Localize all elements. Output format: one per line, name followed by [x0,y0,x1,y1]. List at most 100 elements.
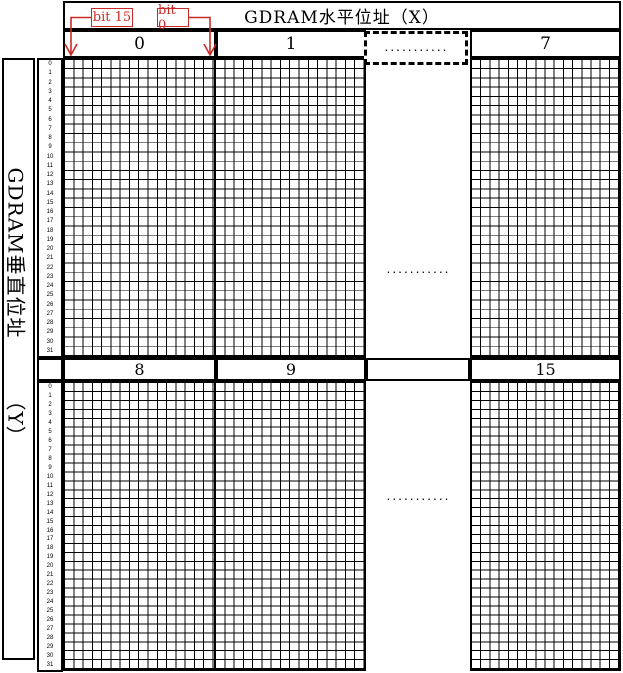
grid-col8 [65,383,214,669]
row-number: 10 [46,473,54,480]
row-number: 27 [46,310,54,317]
col-header-empty [366,358,470,381]
row-number: 4 [48,98,52,104]
row-number: 28 [46,320,54,326]
row-number: 8 [48,455,52,462]
grid-col9 [215,383,364,669]
row-number: 13 [46,181,54,188]
ellipsis-header-cell: ........... [364,31,468,65]
row-number: 12 [46,491,54,498]
row-number: 4 [48,419,52,426]
row-number: 6 [48,437,52,444]
col-header-15: 15 [470,358,621,381]
row-number: 18 [46,227,54,234]
row-number: 25 [46,608,54,615]
row-number: 19 [46,236,54,243]
row-number: 10 [46,153,54,160]
ellipsis-dots: ........... [386,493,450,502]
row-number: 9 [48,144,52,151]
pixel-grid-top: ........... [63,58,621,358]
row-number: 0 [48,61,52,67]
grid-ellipsis-gap-bottom: ........... [366,381,470,671]
grid-col0 [65,60,214,356]
row-number: 18 [46,545,54,552]
row-number: 23 [46,273,54,280]
ellipsis-dots: ........... [386,266,450,275]
row-number: 21 [46,255,54,262]
grid-ellipsis-gap-top: ........... [366,58,470,358]
row-number: 15 [46,199,54,206]
row-number: 2 [48,401,52,408]
row-number: 27 [46,626,54,633]
row-number: 26 [46,301,54,308]
row-number: 20 [46,246,54,252]
row-number: 26 [46,617,54,624]
row-number: 16 [46,527,54,534]
gdram-vertical-label-y: （Y） [3,390,28,447]
row-number: 12 [46,172,54,178]
gdram-horizontal-address-title: GDRAM水平位址（X） [63,1,621,30]
row-number: 22 [46,264,54,271]
row-number: 11 [46,162,54,169]
col-header-7: 7 [470,30,621,58]
row-number: 28 [46,635,54,642]
gdram-vertical-address-box [2,58,35,660]
grid-col15 [472,383,619,669]
row-number: 23 [46,590,54,597]
grid-col7 [472,60,619,356]
bit0-label: bit 0 [157,3,189,33]
row-number: 24 [46,283,54,289]
row-number: 5 [48,428,52,435]
row-number: 1 [48,392,52,399]
row-number: 20 [46,563,54,570]
row-number: 30 [46,653,54,660]
grid-block-col15 [470,381,621,671]
grid-block-col8-col9 [63,381,366,671]
row-column-gap-cell [37,358,63,381]
bit15-label: bit 15 [91,8,133,27]
ellipsis-dots: ........... [384,43,448,53]
row-number: 6 [48,116,52,123]
row-number: 11 [46,482,54,489]
gdram-vertical-label-main: GDRAM垂直位址 [3,167,28,339]
col-header-9: 9 [216,358,366,381]
row-number: 16 [46,209,54,215]
row-number: 21 [46,572,54,579]
row-number: 22 [46,581,54,588]
row-number: 31 [46,347,54,354]
row-number: 17 [46,536,54,543]
row-number: 7 [48,446,52,453]
row-number: 17 [46,218,54,225]
row-number: 13 [46,500,54,507]
col-header-0: 0 [63,30,216,58]
row-number: 7 [48,125,52,132]
row-number: 19 [46,554,54,561]
grid-block-col7 [470,58,621,358]
row-number: 3 [48,88,52,95]
row-number: 29 [46,329,54,336]
grid-col1 [215,60,364,356]
row-number: 30 [46,338,54,345]
row-number: 5 [48,107,52,114]
row-number: 15 [46,518,54,525]
row-number: 14 [46,190,54,197]
row-index-column-bottom: 0 1 2 3 4 5 6 7 8 9 10 11 12 13 14 15 16 17 18 19 20 21 22 23 24… [37,381,63,672]
row-index-column-top: 0 1 2 3 4 5 6 7 8 9 10 11 12 13 14 15 16 17 18 19 20 21 22 23 24… [37,58,63,358]
grid-block-col0-col1 [63,58,366,358]
row-number: 3 [48,410,52,417]
pixel-grid-bottom: ........... [63,381,621,671]
gdram-vertical-address-title: GDRAM垂直位址 （Y） [3,58,32,656]
row-number: 25 [46,292,54,299]
row-number: 14 [46,509,54,516]
row-number: 29 [46,644,54,651]
col-header-8: 8 [63,358,216,381]
column-divider [213,60,216,356]
row-number: 2 [48,79,52,86]
row-number: 9 [48,464,52,471]
row-number: 24 [46,599,54,606]
row-number: 31 [46,662,54,669]
row-number: 1 [48,70,52,77]
col-header-1: 1 [216,30,366,58]
row-number: 0 [48,384,52,390]
